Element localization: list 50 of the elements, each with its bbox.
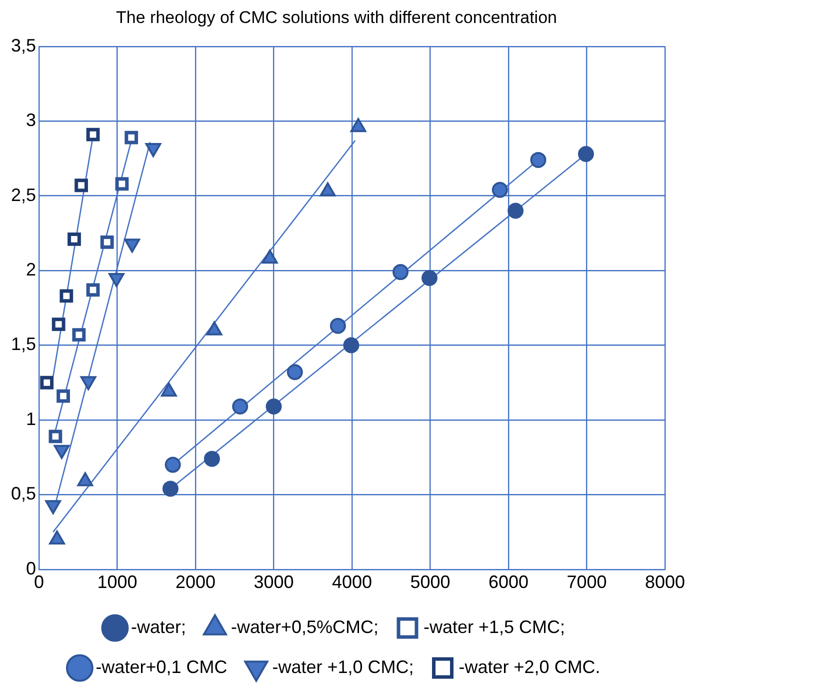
legend-label: -water+0,5%CMC; <box>230 616 379 637</box>
y-tick-label: 0,5 <box>10 484 36 504</box>
point <box>60 289 74 303</box>
point <box>162 480 178 497</box>
point <box>86 128 100 142</box>
point <box>421 270 438 286</box>
point <box>232 398 248 415</box>
point <box>52 318 66 332</box>
x-tick-label: 8000 <box>644 572 686 592</box>
point <box>266 398 282 415</box>
legend-label: -water; <box>130 616 186 637</box>
x-tick-label: 5000 <box>410 572 450 592</box>
x-tick-label: 1000 <box>97 572 138 592</box>
y-tick-label: 3 <box>26 110 36 130</box>
x-tick-label: 4000 <box>332 572 372 592</box>
point <box>68 232 81 246</box>
chart-title: The rheology of CMC solutions with different concentration <box>116 8 557 27</box>
x-tick-label: 2000 <box>175 572 216 592</box>
legend-label: -water +1,5 CMC; <box>424 616 566 637</box>
point <box>40 376 54 390</box>
point <box>124 130 138 144</box>
point <box>100 235 114 249</box>
point <box>392 264 409 280</box>
point <box>56 389 70 403</box>
point <box>286 364 303 380</box>
point <box>530 152 546 168</box>
y-tick-label: 2 <box>26 260 36 280</box>
point <box>578 146 594 162</box>
legend-label: -water +1,0 CMC; <box>272 656 414 677</box>
point <box>343 337 360 354</box>
x-tick-label: 7000 <box>566 572 607 592</box>
point <box>164 456 181 473</box>
point <box>72 328 86 342</box>
point <box>492 182 508 198</box>
x-tick-label: 3000 <box>254 572 294 592</box>
point <box>48 430 62 444</box>
point <box>115 177 129 191</box>
point <box>204 450 220 467</box>
legend-label: -water +2,0 CMC. <box>458 656 600 677</box>
y-tick-label: 3,5 <box>10 35 36 56</box>
point <box>74 178 88 192</box>
y-tick-label: 2,5 <box>10 184 36 205</box>
point <box>508 202 524 219</box>
x-tick-label: 6000 <box>488 572 529 592</box>
point <box>330 318 346 334</box>
y-tick-label: 1 <box>26 408 36 429</box>
point <box>86 283 100 297</box>
y-tick-label: 0 <box>26 558 36 578</box>
legend-label: -water+0,1 CMC <box>96 656 228 677</box>
y-tick-label: 1,5 <box>10 334 36 354</box>
